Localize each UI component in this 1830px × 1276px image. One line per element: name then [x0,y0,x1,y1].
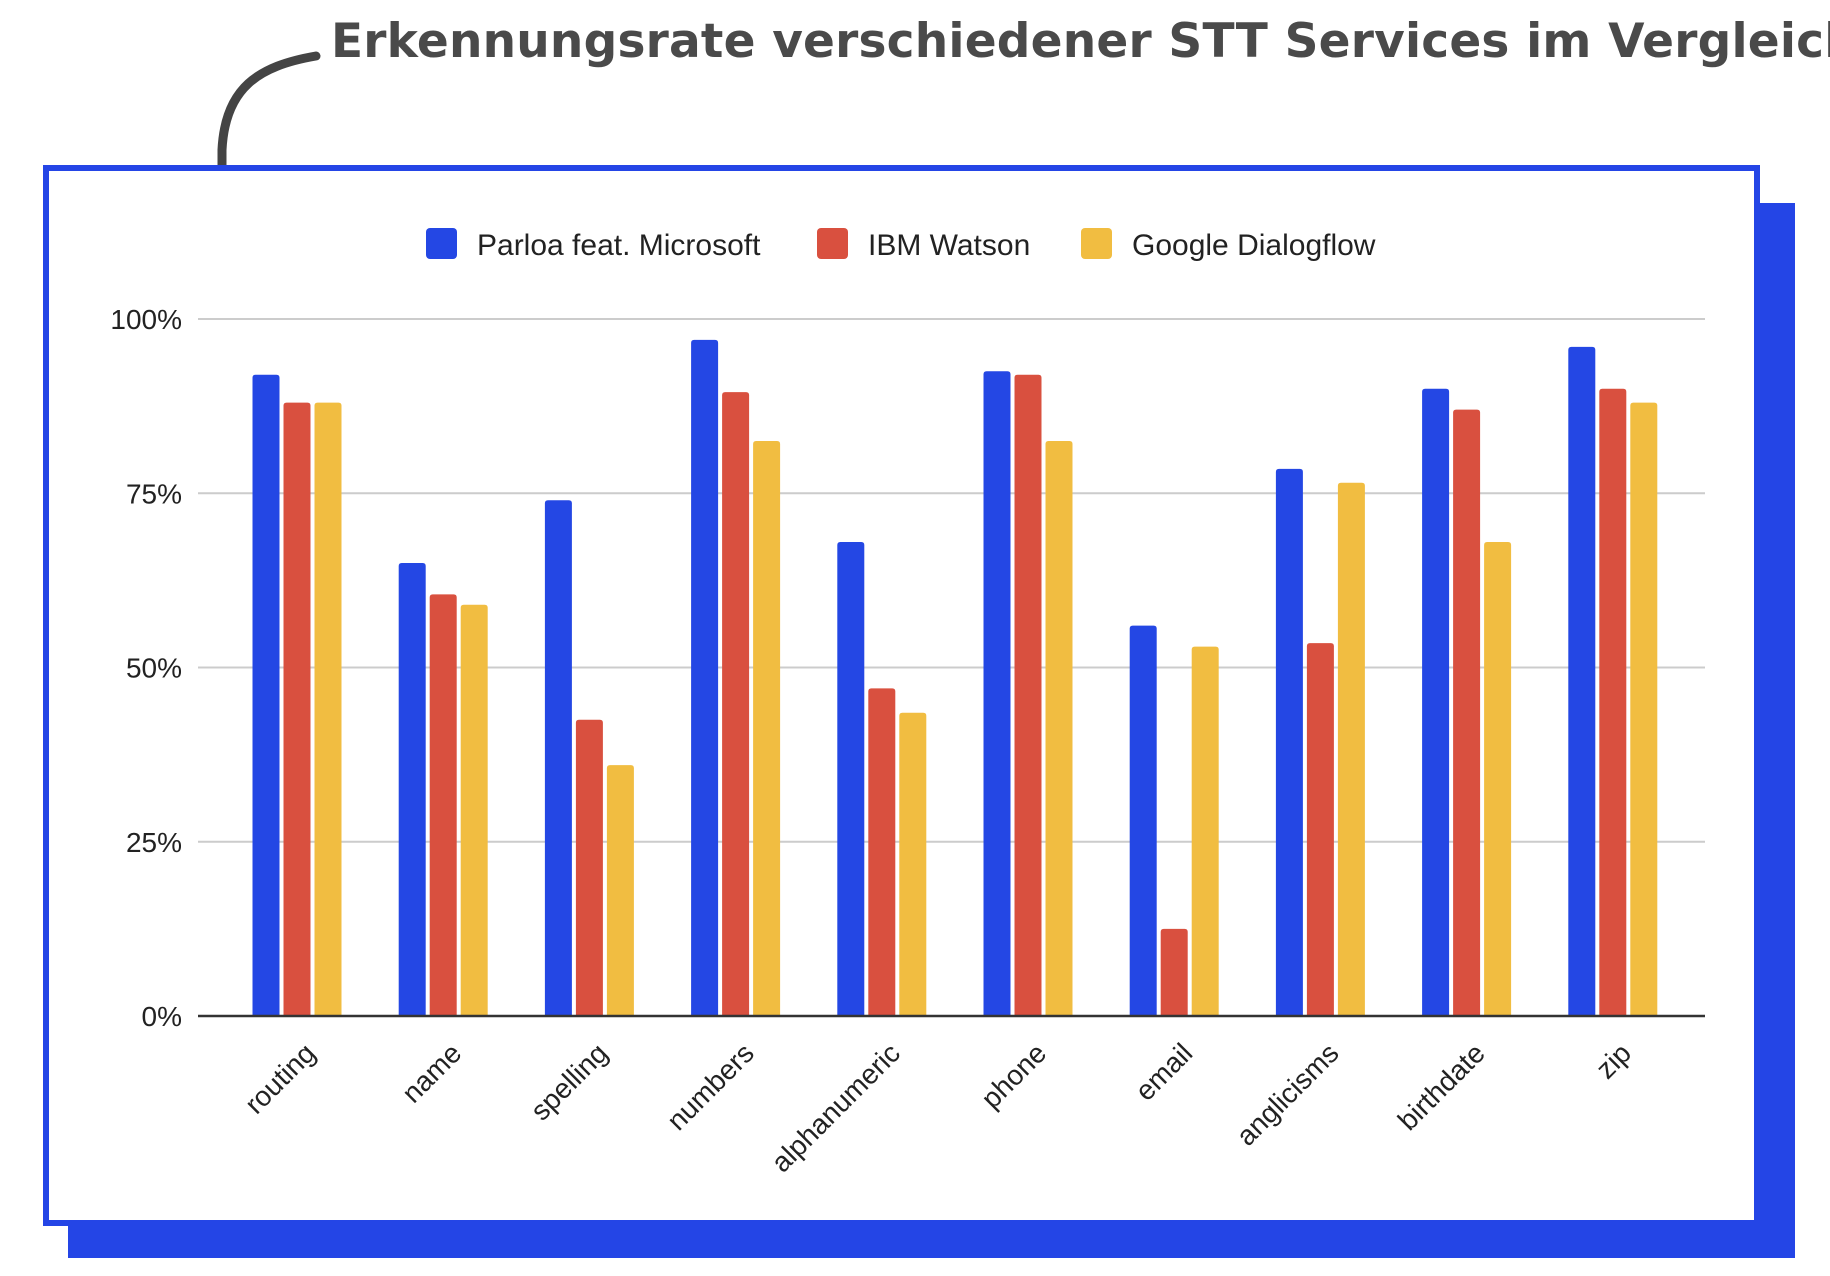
bar-numbers-1 [722,392,750,1016]
bar-anglicisms-0 [1275,468,1303,1017]
bar-spelling-0 [544,500,572,1017]
y-tick-label: 100% [110,304,182,335]
bar-alphanumeric-1 [868,688,896,1016]
chart-legend: Parloa feat. Microsoft IBM Watson Google D… [426,228,1376,262]
y-tick-label: 75% [126,478,182,509]
bar-anglicisms-1 [1306,643,1334,1016]
bar-name-2 [460,604,488,1016]
y-tick-label: 50% [126,653,182,684]
bar-zip-2 [1630,402,1658,1016]
legend-label: Google Dialogflow [1132,229,1376,262]
legend-label: Parloa feat. Microsoft [477,229,761,262]
bar-email-2 [1191,646,1219,1016]
legend-swatch [426,228,457,259]
bar-numbers-0 [691,339,719,1016]
x-tick-label: birthdate [1392,1037,1491,1136]
bar-birthdate-1 [1453,409,1481,1016]
bar-zip-0 [1568,346,1596,1016]
legend-label: IBM Watson [868,229,1030,262]
y-tick-label: 25% [126,827,182,858]
bar-birthdate-0 [1422,388,1450,1016]
bar-phone-0 [983,371,1011,1016]
bar-birthdate-2 [1484,542,1512,1016]
bar-spelling-2 [606,765,634,1016]
bar-zip-1 [1599,388,1627,1016]
bar-alphanumeric-2 [899,712,927,1016]
x-tick-label: alphanumeric [765,1037,906,1178]
x-tick-label: phone [975,1037,1052,1114]
bar-alphanumeric-0 [837,542,865,1016]
chart-headline: Erkennungsrate verschiedener STT Service… [331,14,1830,69]
bar-email-0 [1129,625,1157,1016]
bar-routing-1 [283,402,311,1016]
x-tick-label: anglicisms [1230,1037,1344,1151]
bar-routing-0 [252,374,280,1016]
bar-name-1 [429,594,457,1016]
bar-name-0 [398,562,426,1016]
x-tick-label: spelling [525,1037,614,1126]
legend-swatch [817,228,848,259]
x-tick-label: name [396,1037,467,1108]
x-tick-label: routing [239,1037,321,1119]
chart-bars [252,339,1658,1017]
bar-anglicisms-2 [1337,482,1365,1016]
x-axis: routing name spelling numbers alphanumeric ph… [198,1014,1705,1178]
x-tick-label: zip [1590,1037,1637,1084]
bar-email-1 [1160,928,1188,1016]
bar-numbers-2 [753,440,781,1017]
bar-routing-2 [314,402,342,1016]
bar-phone-2 [1045,440,1073,1017]
bar-spelling-1 [575,719,603,1016]
y-tick-label: 0% [142,1001,182,1032]
x-tick-label: email [1129,1037,1198,1106]
legend-swatch [1081,228,1112,259]
x-tick-label: numbers [661,1037,760,1136]
bar-phone-1 [1014,374,1042,1016]
